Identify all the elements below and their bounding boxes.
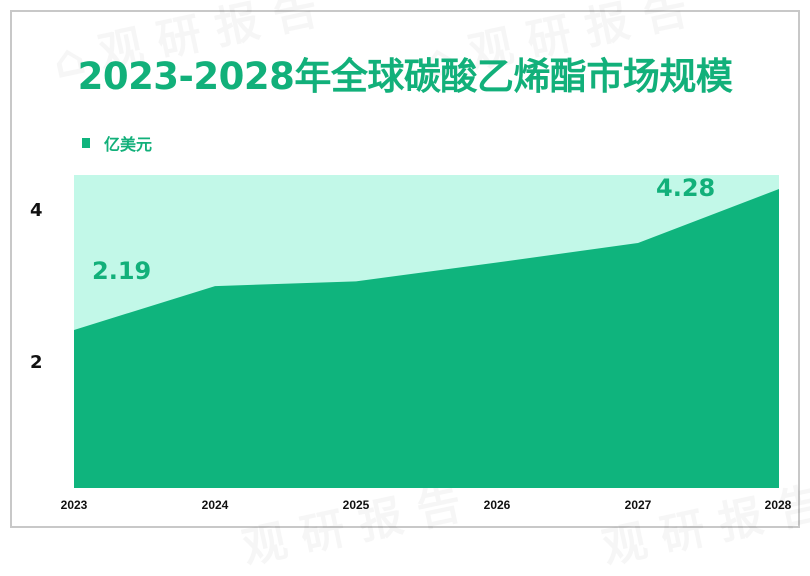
area-series	[74, 189, 779, 488]
data-label-first: 2.19	[92, 257, 152, 285]
legend-swatch	[82, 138, 90, 148]
y-tick-label: 2	[30, 352, 43, 373]
x-tick-label: 2024	[201, 498, 229, 512]
x-tick-label: 2025	[342, 498, 370, 512]
legend: 亿美元	[82, 131, 152, 155]
x-tick-label: 2027	[624, 498, 652, 512]
chart-title: 2023-2028年全球碳酸乙烯酯市场规模	[77, 55, 733, 98]
data-label-last: 4.28	[656, 174, 716, 202]
x-tick-label: 2026	[483, 498, 511, 512]
legend-label: 亿美元	[104, 135, 153, 154]
x-tick-label: 2023	[60, 498, 88, 512]
y-tick-label: 4	[30, 200, 43, 221]
x-tick-label: 2028	[764, 498, 792, 512]
plot-area	[74, 175, 779, 488]
